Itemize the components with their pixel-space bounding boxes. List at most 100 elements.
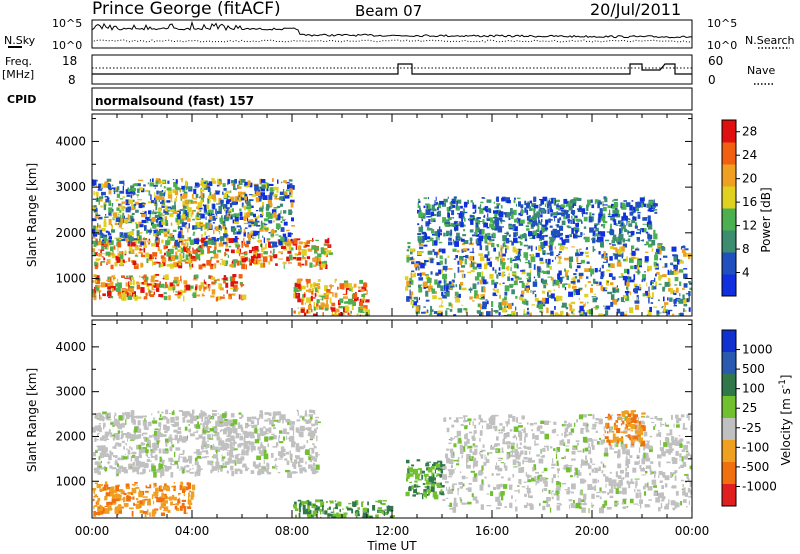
velocity-echo-cell <box>250 446 256 451</box>
power-echo-cell <box>268 245 274 248</box>
power-echo-cell <box>125 199 130 206</box>
power-echo-cell <box>448 302 452 307</box>
power-echo-cell <box>92 218 97 222</box>
power-echo-cell <box>322 312 324 316</box>
power-echo-cell <box>419 205 421 209</box>
power-echo-cell <box>262 262 266 268</box>
velocity-echo-cell <box>407 468 410 474</box>
power-echo-cell <box>433 213 437 216</box>
power-echo-cell <box>565 271 568 278</box>
power-echo-cell <box>569 304 573 311</box>
velocity-echo-cell <box>139 461 145 468</box>
velocity-echo-cell <box>366 508 369 513</box>
power-echo-cell <box>174 239 178 245</box>
power-echo-cell <box>238 193 240 199</box>
power-echo-cell <box>452 239 454 241</box>
power-echo-cell <box>564 268 566 272</box>
power-echo-cell <box>617 241 621 245</box>
power-echo-cell <box>155 204 158 211</box>
velocity-echo-cell <box>436 484 442 488</box>
velocity-echo-cell <box>104 438 110 440</box>
power-echo-cell <box>487 217 491 219</box>
power-echo-cell <box>268 232 271 234</box>
power-echo-cell <box>236 289 238 292</box>
power-echo-cell <box>425 203 430 206</box>
power-echo-cell <box>133 294 135 299</box>
power-colorbar-tick-label: 28 <box>742 125 757 139</box>
power-echo-cell <box>131 204 134 210</box>
power-echo-cell <box>518 236 521 239</box>
power-echo-cell <box>273 254 278 259</box>
velocity-echo-cell <box>101 509 105 514</box>
velocity-echo-cell <box>182 438 184 443</box>
power-echo-cell <box>177 292 182 295</box>
velocity-echo-cell <box>425 462 429 465</box>
power-echo-cell <box>111 203 114 207</box>
power-echo-cell <box>530 245 533 252</box>
power-echo-cell <box>185 180 187 186</box>
power-echo-cell <box>125 289 128 294</box>
power-echo-cell <box>663 307 666 313</box>
cpid-label: CPID <box>7 93 36 106</box>
power-echo-cell <box>149 294 155 297</box>
velocity-echo-cell <box>142 448 146 453</box>
power-echo-cell <box>304 260 308 266</box>
power-echo-cell <box>208 181 213 186</box>
power-echo-cell <box>607 205 612 209</box>
velocity-echo-cell <box>163 500 168 504</box>
velocity-echo-cell <box>148 469 151 472</box>
velocity-echo-cell <box>383 510 386 516</box>
power-echo-cell <box>501 220 506 222</box>
power-echo-cell <box>530 256 536 263</box>
power-echo-cell <box>154 192 156 198</box>
power-echo-cell <box>215 190 220 195</box>
power-echo-cell <box>304 302 306 305</box>
power-echo-cell <box>616 308 621 314</box>
power-echo-cell <box>141 213 146 218</box>
power-echo-cell <box>655 281 657 287</box>
power-echo-cell <box>169 282 174 288</box>
velocity-echo-cell <box>159 425 161 431</box>
velocity-echo-cell <box>146 509 149 515</box>
velocity-echo-cell <box>258 450 264 454</box>
freq-trace <box>92 63 692 75</box>
power-echo-cell <box>663 296 665 302</box>
velocity-echo-cell <box>210 463 214 466</box>
velocity-echo-cell <box>160 459 165 463</box>
power-echo-cell <box>407 296 412 299</box>
velocity-echo-cell <box>121 433 124 438</box>
velocity-echo-cell <box>158 417 163 421</box>
power-echo-cell <box>416 299 419 303</box>
power-echo-cell <box>609 256 613 261</box>
power-echo-cell <box>598 213 604 219</box>
power-echo-cell <box>289 247 294 251</box>
power-echo-cell <box>486 257 491 261</box>
power-echo-cell <box>342 293 347 295</box>
velocity-echo-cell <box>211 461 214 463</box>
power-echo-cell <box>629 211 634 216</box>
velocity-echo-cell <box>240 458 243 464</box>
velocity-echo-cell <box>203 423 205 426</box>
power-echo-cell <box>256 259 262 262</box>
power-echo-cell <box>209 191 212 198</box>
velocity-echo-cell <box>263 459 265 465</box>
power-echo-cell <box>599 236 604 242</box>
power-echo-cell <box>443 232 446 237</box>
velocity-echo-cell <box>165 409 169 415</box>
velocity-echo-cell <box>122 456 128 460</box>
power-echo-cell <box>163 228 168 234</box>
power-echo-cell <box>606 231 611 233</box>
power-echo-cell <box>447 212 450 218</box>
power-echo-cell <box>508 234 511 237</box>
power-echo-cell <box>532 291 535 295</box>
power-echo-cell <box>460 222 464 228</box>
power-echo-cell <box>207 187 211 192</box>
power-echo-cell <box>453 225 459 231</box>
power-echo-cell <box>540 242 546 248</box>
power-echo-cell <box>616 262 622 267</box>
power-colorbar-segment <box>722 120 736 143</box>
power-echo-cell <box>280 210 282 214</box>
power-echo-cell <box>492 294 498 297</box>
power-echo-cell <box>658 312 662 314</box>
velocity-echo-cell <box>123 448 125 450</box>
